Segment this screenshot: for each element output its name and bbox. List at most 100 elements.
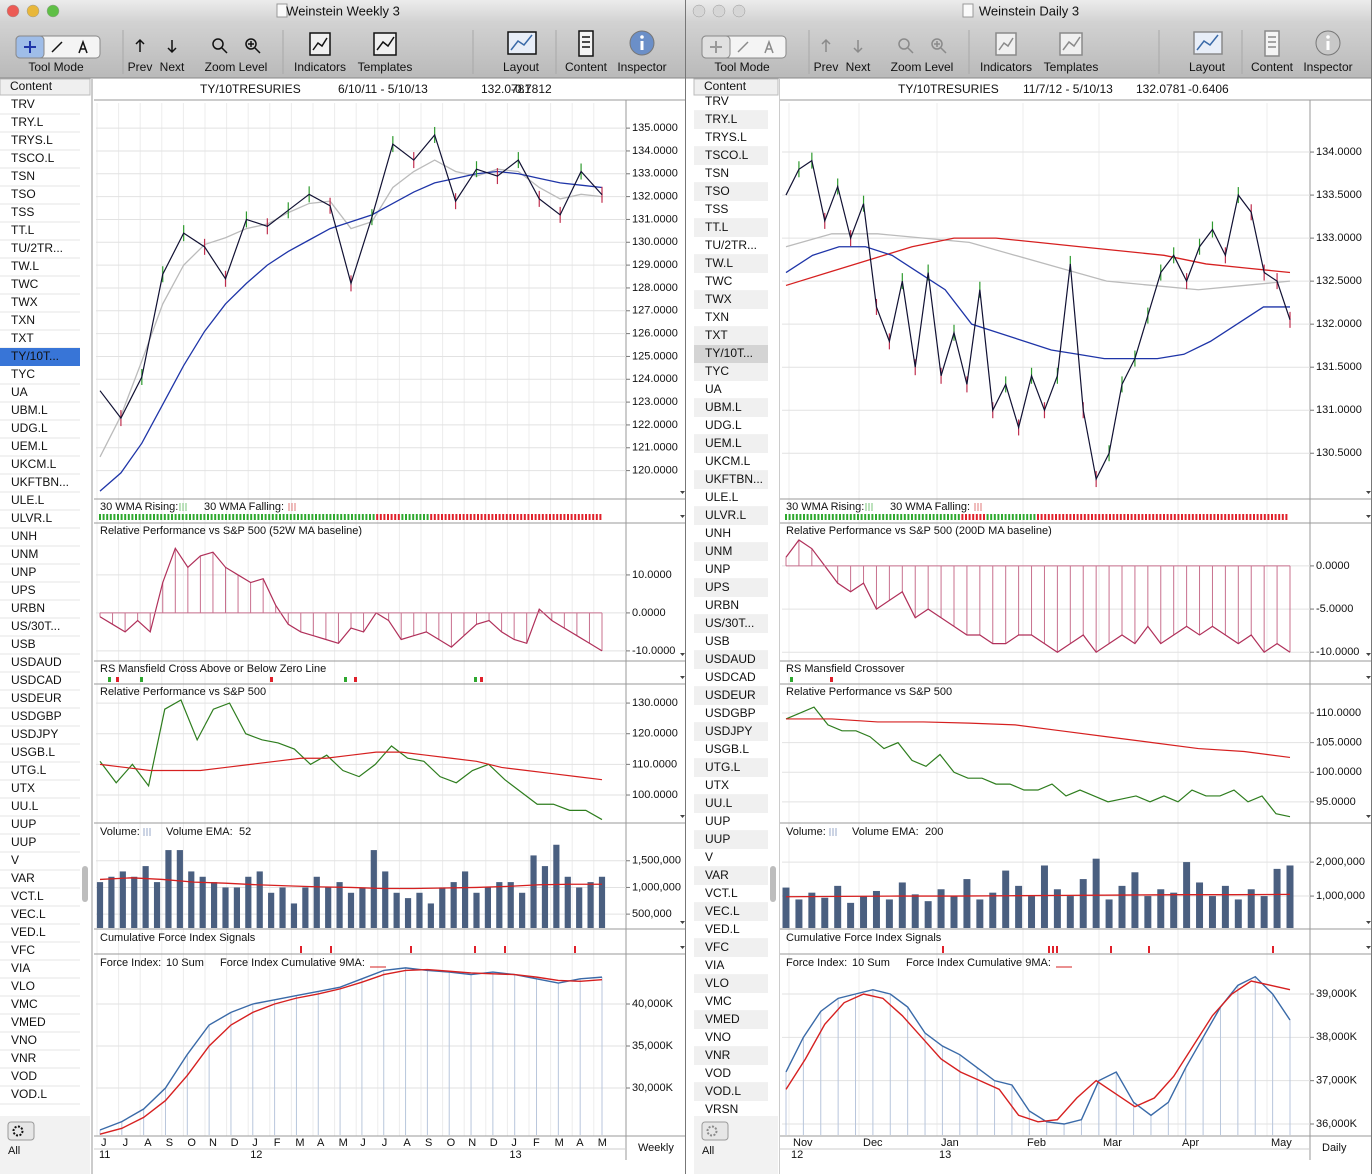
content-item[interactable]: USB	[705, 634, 730, 648]
content-item[interactable]: USDEUR	[705, 688, 756, 702]
content-item[interactable]: USB	[11, 637, 36, 651]
content-item[interactable]: TWC	[705, 274, 733, 288]
panel-menu[interactable]	[680, 676, 685, 679]
content-item[interactable]: UUP	[705, 814, 730, 828]
toolbar-label[interactable]: Next	[846, 60, 871, 74]
content-item[interactable]: VLO	[705, 976, 729, 990]
panel-menu[interactable]	[680, 515, 685, 518]
content-item[interactable]: UKFTBN...	[705, 472, 763, 486]
content-item[interactable]: UNM	[11, 547, 38, 561]
panel-menu[interactable]	[1366, 653, 1371, 656]
content-item[interactable]: VFC	[11, 943, 35, 957]
content-item[interactable]: VIA	[705, 958, 724, 972]
content-item[interactable]: USDJPY	[11, 727, 58, 741]
content-item[interactable]: USDCAD	[11, 673, 62, 687]
content-item[interactable]: VMED	[11, 1015, 46, 1029]
panel-menu[interactable]	[680, 946, 685, 949]
content-item[interactable]: VED.L	[705, 922, 740, 936]
panel-menu[interactable]	[680, 921, 685, 924]
content-item[interactable]: TWX	[11, 295, 38, 309]
content-item[interactable]: TSN	[705, 166, 729, 180]
toolbar-label[interactable]: Content	[1251, 60, 1294, 74]
window-button[interactable]	[6, 4, 20, 18]
content-item[interactable]: TY/10T...	[11, 349, 59, 363]
gear-button[interactable]	[7, 1121, 35, 1141]
content-item[interactable]: VRSN	[705, 1102, 738, 1116]
content-item[interactable]: V	[705, 850, 713, 864]
toolbar-label[interactable]: Zoom	[205, 60, 236, 74]
window-button[interactable]	[26, 4, 40, 18]
content-item[interactable]: UPS	[705, 580, 730, 594]
content-item[interactable]: TRV	[705, 94, 729, 108]
content-item[interactable]: TSN	[11, 169, 35, 183]
content-item[interactable]: UTG.L	[705, 760, 741, 774]
content-item[interactable]: TW.L	[705, 256, 733, 270]
content-item[interactable]: UA	[11, 385, 28, 399]
content-item[interactable]: UUP	[11, 835, 36, 849]
content-item[interactable]: UTX	[11, 781, 35, 795]
content-item[interactable]: VED.L	[11, 925, 46, 939]
content-item[interactable]: USDEUR	[11, 691, 62, 705]
content-item[interactable]: VNR	[705, 1048, 731, 1062]
toolbar-label[interactable]: Inspector	[1303, 60, 1352, 74]
toolbar-label[interactable]: Next	[160, 60, 185, 74]
content-item[interactable]: VOD	[705, 1066, 731, 1080]
window-button[interactable]	[692, 4, 706, 18]
period-label[interactable]: Daily	[1322, 1142, 1347, 1154]
content-item[interactable]: VNO	[705, 1030, 731, 1044]
period-label[interactable]: Weekly	[638, 1142, 674, 1154]
content-item[interactable]: TRV	[11, 97, 35, 111]
toolbar-label[interactable]: Templates	[358, 60, 413, 74]
content-item[interactable]: ULVR.L	[11, 511, 52, 525]
toolbar-label[interactable]: Zoom	[891, 60, 922, 74]
content-item[interactable]: ULE.L	[705, 490, 739, 504]
content-item[interactable]: TRY.L	[11, 115, 44, 129]
content-item[interactable]: TW.L	[11, 259, 39, 273]
toolbar-label[interactable]: Level	[239, 60, 268, 74]
content-item[interactable]: UDG.L	[11, 421, 48, 435]
content-item[interactable]: TSCO.L	[11, 151, 55, 165]
content-item[interactable]: VMC	[705, 994, 732, 1008]
content-item[interactable]: UBM.L	[705, 400, 742, 414]
panel-menu[interactable]	[680, 815, 685, 818]
content-item[interactable]: TXN	[11, 313, 35, 327]
content-item[interactable]: UUP	[705, 832, 730, 846]
content-item[interactable]: TT.L	[705, 220, 729, 234]
toolbar-label[interactable]: Inspector	[617, 60, 666, 74]
panel-menu[interactable]	[680, 653, 685, 656]
content-item[interactable]: UKCM.L	[705, 454, 751, 468]
content-item[interactable]: UA	[705, 382, 722, 396]
content-item[interactable]: TXN	[705, 310, 729, 324]
content-item[interactable]: US/30T...	[705, 616, 754, 630]
content-item[interactable]: VOD.L	[705, 1084, 741, 1098]
content-item[interactable]: UNH	[705, 526, 731, 540]
panel-menu[interactable]	[1366, 921, 1371, 924]
content-item[interactable]: VNR	[11, 1051, 37, 1065]
content-item[interactable]: TRY.L	[705, 112, 738, 126]
content-item[interactable]: TSO	[705, 184, 730, 198]
content-item[interactable]: V	[11, 853, 19, 867]
content-item[interactable]: TYC	[705, 364, 729, 378]
content-item[interactable]: TSCO.L	[705, 148, 749, 162]
content-item[interactable]: UDG.L	[705, 418, 742, 432]
content-item[interactable]: VLO	[11, 979, 35, 993]
content-item[interactable]: VMC	[11, 997, 38, 1011]
toolbar-label[interactable]: Layout	[503, 60, 540, 74]
content-item[interactable]: UU.L	[11, 799, 39, 813]
content-item[interactable]: USDCAD	[705, 670, 756, 684]
content-item[interactable]: USDGBP	[705, 706, 756, 720]
toolbar-label[interactable]: Indicators	[980, 60, 1032, 74]
content-item[interactable]: TSO	[11, 187, 36, 201]
toolbar-label[interactable]: Templates	[1044, 60, 1099, 74]
toolbar-label[interactable]: Layout	[1189, 60, 1226, 74]
toolbar-label[interactable]: Tool Mode	[714, 60, 770, 74]
content-item[interactable]: TXT	[11, 331, 34, 345]
content-item[interactable]: UKFTBN...	[11, 475, 69, 489]
window-button[interactable]	[46, 4, 60, 18]
content-item[interactable]: TY/10T...	[705, 346, 753, 360]
panel-menu[interactable]	[1366, 515, 1371, 518]
window-button[interactable]	[712, 4, 726, 18]
content-item[interactable]: USDJPY	[705, 724, 752, 738]
content-item[interactable]: TRYS.L	[705, 130, 747, 144]
content-item[interactable]: UEM.L	[11, 439, 48, 453]
